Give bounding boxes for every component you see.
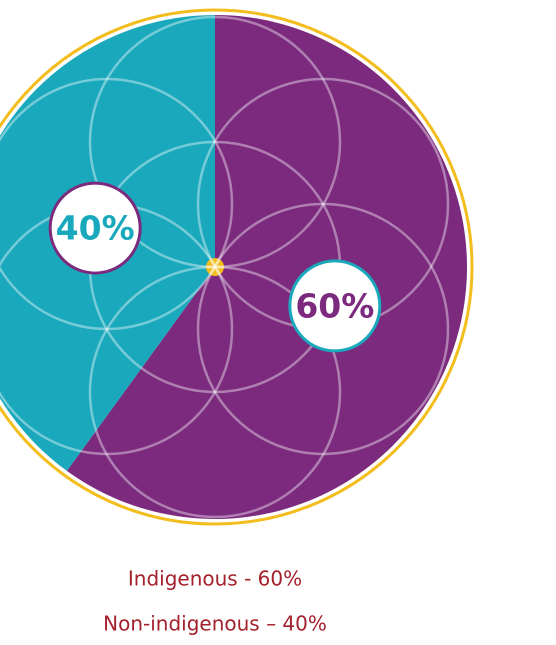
legend-entry: Indigenous - 60% <box>128 567 302 591</box>
value-label: 60% <box>295 286 374 325</box>
chart: 60% 40% Indigenous - 60% Non-indigenous –… <box>0 0 556 645</box>
value-label: 40% <box>56 209 135 248</box>
legend-entry: Non-indigenous – 40% <box>103 612 327 636</box>
